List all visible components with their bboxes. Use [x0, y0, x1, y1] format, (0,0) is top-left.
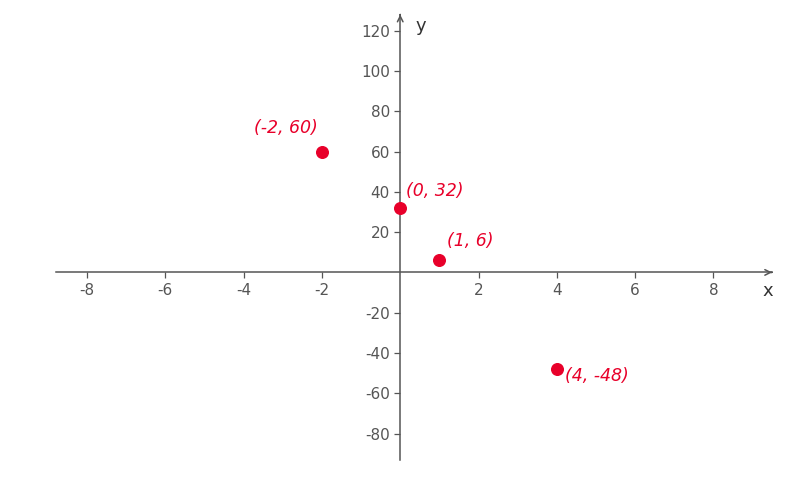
Point: [394, 204, 407, 212]
Text: x: x: [763, 283, 774, 301]
Point: [433, 257, 446, 264]
Text: (0, 32): (0, 32): [406, 182, 463, 200]
Text: (1, 6): (1, 6): [447, 232, 494, 250]
Text: (-2, 60): (-2, 60): [254, 120, 318, 137]
Point: [551, 365, 564, 373]
Text: (4, -48): (4, -48): [564, 367, 628, 385]
Text: y: y: [416, 16, 427, 34]
Point: [315, 148, 328, 155]
